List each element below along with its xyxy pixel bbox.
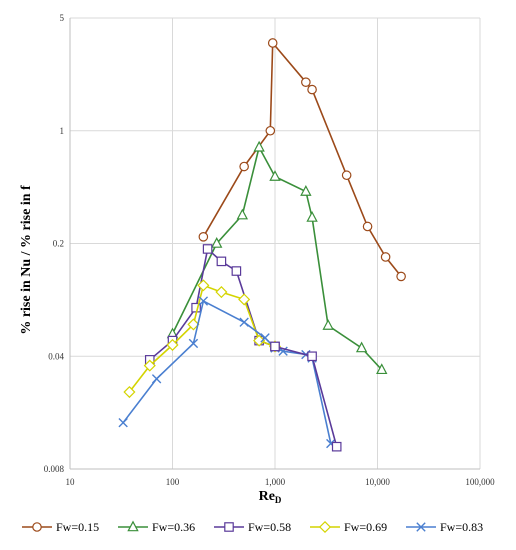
x-tick-label: 100,000 (465, 477, 495, 487)
data-point-stroke (118, 417, 128, 428)
data-point (253, 334, 266, 347)
data-point (331, 441, 342, 452)
legend-item: Fw=0.69 (310, 520, 387, 534)
data-point (231, 266, 242, 276)
data-point (216, 256, 227, 267)
data-point (202, 244, 213, 254)
data-point (380, 252, 391, 262)
data-point (396, 271, 406, 282)
legend-item: Fw=0.58 (214, 520, 291, 534)
data-point (270, 341, 280, 352)
y-tick-label: 0.04 (48, 351, 64, 361)
x-tick-label: 1,000 (265, 477, 286, 487)
data-point (143, 359, 156, 372)
x-tick-label: 10,000 (365, 477, 390, 487)
data-point (198, 232, 209, 242)
data-point (166, 338, 179, 352)
data-point (265, 125, 276, 136)
data-point-stroke (188, 338, 199, 349)
data-point (236, 208, 249, 220)
data-point-stroke (416, 522, 426, 532)
data-point (307, 351, 317, 362)
data-point (322, 319, 334, 330)
data-point-stroke (326, 438, 336, 449)
legend-label: Fw=0.58 (248, 520, 291, 534)
data-point (187, 318, 200, 331)
legend-label: Fw=0.69 (344, 520, 387, 534)
axes (69, 18, 480, 470)
tick-labels: 10 100 1,000 10,000 100,000 0.008 0.04 0.2 1 5 (44, 13, 495, 487)
legend-label: Fw=0.83 (440, 520, 483, 534)
series-line (171, 145, 383, 371)
x-tick-label: 10 (66, 477, 76, 487)
data-point (253, 140, 265, 152)
series-fw-0-58 (270, 341, 342, 452)
data-point (32, 522, 42, 532)
data-point (318, 520, 332, 534)
data-point-stroke (239, 317, 249, 327)
x-axis-title: ReD (259, 489, 282, 505)
data-point (224, 522, 234, 532)
data-point (211, 237, 223, 248)
y-tick-label: 0.008 (44, 464, 65, 474)
data-point-stroke (198, 296, 209, 306)
legend-label: Fw=0.15 (56, 520, 99, 534)
data-point (341, 170, 352, 181)
data-point (307, 84, 317, 95)
data-point (300, 185, 312, 196)
y-tick-label: 1 (60, 126, 65, 136)
legend-label: Fw=0.36 (152, 520, 195, 534)
x-axis-title-main: Re (259, 489, 275, 504)
data-point (267, 38, 278, 48)
series-fw-0-36 (166, 140, 388, 375)
data-point-stroke (260, 333, 270, 343)
data-point-stroke (151, 374, 162, 384)
data-point (239, 161, 249, 172)
legend-item: Fw=0.83 (406, 520, 483, 534)
data-point (362, 221, 373, 232)
data-point (238, 293, 251, 306)
data-point (215, 286, 228, 299)
data-point (127, 520, 139, 532)
y-tick-label: 0.2 (53, 239, 64, 249)
data-point (301, 77, 311, 87)
data-point (376, 363, 388, 375)
legend-item: Fw=0.15 (22, 520, 99, 534)
data-point (306, 210, 318, 222)
data-point (269, 170, 281, 181)
y-axis-title: % rise in Nu / % rise in f (19, 185, 34, 335)
data-point (197, 279, 210, 292)
legend: Fw=0.15 Fw=0.36 Fw=0.58 Fw=0.69 Fw=0.83 (22, 520, 483, 534)
legend-item: Fw=0.36 (118, 520, 195, 534)
data-point (123, 385, 136, 399)
data-point-stroke (278, 346, 288, 356)
y-tick-label: 5 (60, 13, 65, 23)
data-point (355, 341, 368, 353)
x-tick-label: 100 (166, 477, 180, 487)
series-layer (118, 38, 406, 452)
x-axis-title-subscript: D (275, 495, 282, 505)
